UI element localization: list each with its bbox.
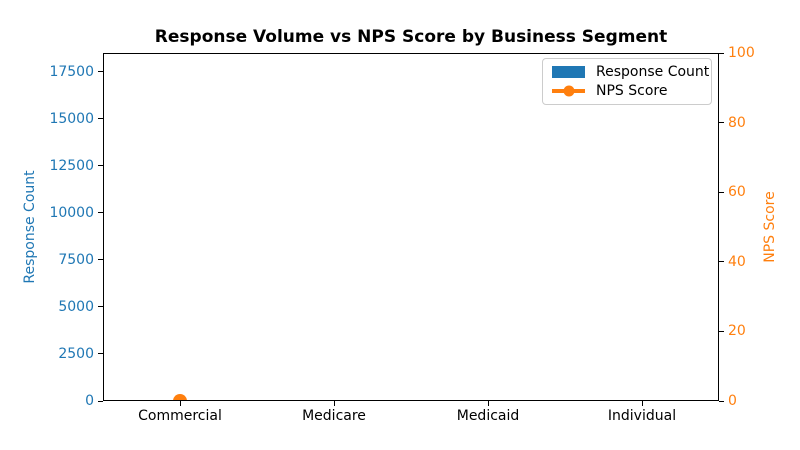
y-axis-tick-left [98,400,103,402]
y-tick-label-left: 17500 [49,63,94,80]
y-axis-tick-right [719,400,724,402]
y-axis-tick-right [719,330,724,332]
y-axis-tick-left [98,118,103,120]
x-axis-tick [179,401,181,406]
y-tick-label-left: 2500 [58,345,94,362]
y-axis-tick-right [719,261,724,263]
legend-line-swatch [552,85,585,97]
y-tick-label-right: 60 [728,184,746,201]
y-axis-tick-left [98,212,103,214]
legend-bar-swatch [552,66,585,78]
x-axis-tick [487,401,489,406]
nps-score-marker [173,394,187,400]
chart-title: Response Volume vs NPS Score by Business… [154,27,668,47]
y-tick-label-left: 10000 [49,204,94,221]
legend: Response Count NPS Score [542,58,712,105]
x-tick-label: Commercial [138,408,222,424]
y-tick-label-left: 7500 [58,251,94,268]
y-axis-tick-left [98,165,103,167]
y-tick-label-left: 15000 [49,110,94,127]
x-axis-tick [333,401,335,406]
x-tick-label: Medicare [302,408,366,424]
legend-item-nps-score: NPS Score [552,83,702,99]
plot-clip [104,54,718,400]
y-tick-label-left: 0 [85,393,94,409]
plot-area: Response Count NPS Score [103,53,719,401]
y-tick-label-right: 100 [728,45,755,61]
x-tick-label: Medicaid [456,408,520,424]
y-axis-tick-left [98,306,103,308]
legend-item-response-count: Response Count [552,64,709,80]
y-axis-tick-left [98,353,103,355]
y-tick-label-right: 0 [728,393,737,409]
plot-marks [173,394,187,400]
y-tick-label-left: 12500 [49,157,94,174]
y-axis-tick-right [719,191,724,193]
y-tick-label-right: 80 [728,114,746,131]
y-tick-label-right: 20 [728,323,746,340]
legend-label-nps-score: NPS Score [596,83,668,99]
y-tick-label-right: 40 [728,253,746,270]
y-axis-tick-left [98,71,103,73]
y-axis-tick-right [719,52,724,54]
y-axis-tick-left [98,259,103,261]
legend-marker-dot [563,85,574,97]
legend-label-response-count: Response Count [596,64,710,80]
x-axis-tick [641,401,643,406]
y-tick-label-left: 5000 [58,298,94,315]
y-axis-tick-right [719,122,724,124]
x-tick-label: Individual [607,408,677,424]
